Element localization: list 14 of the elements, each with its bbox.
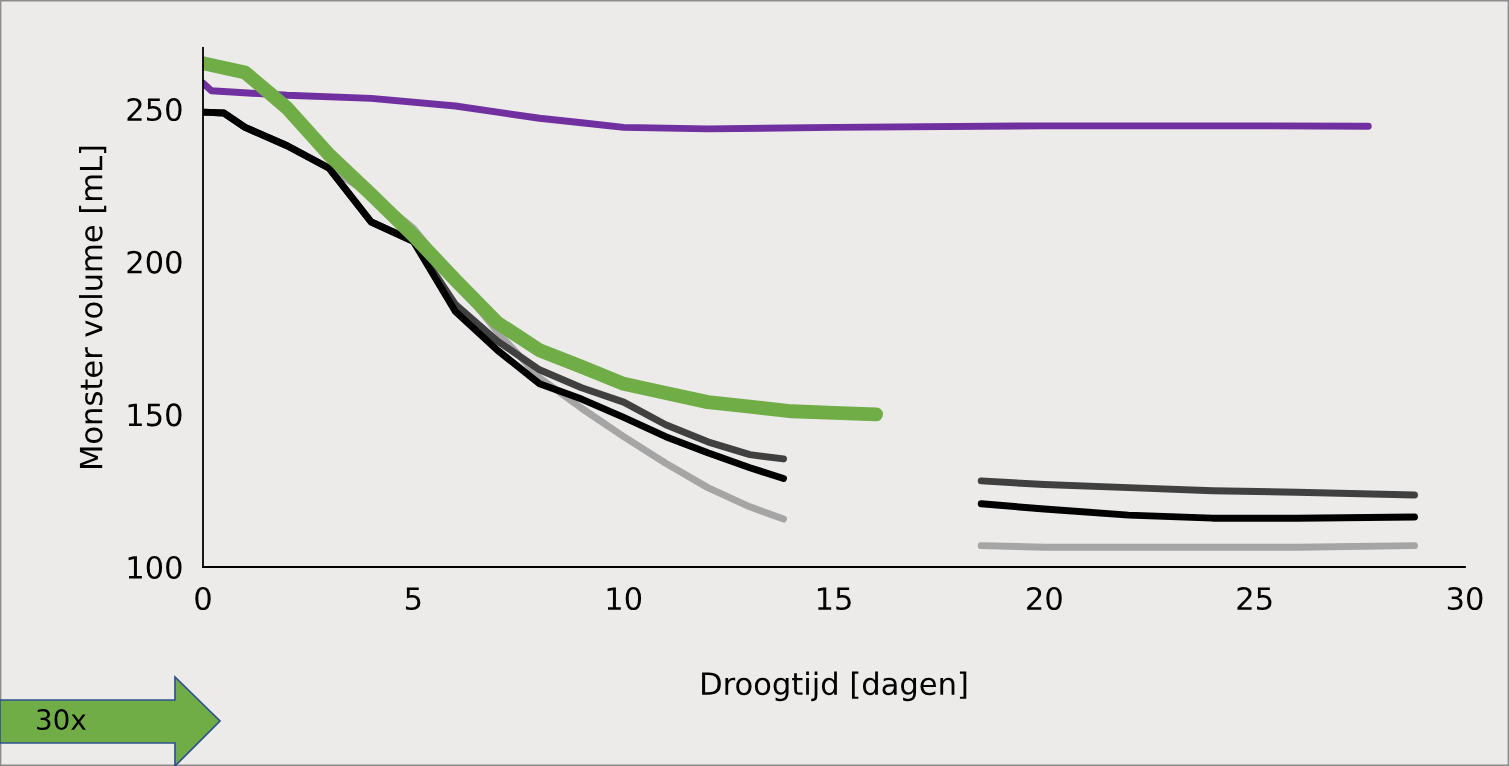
y-tick-label: 100: [128, 555, 182, 580]
y-tick-label: 150: [128, 403, 182, 427]
x-tick-label: 0: [195, 586, 211, 611]
y-tick-label: 200: [127, 250, 182, 274]
x-axis-title: Droogtijd [dagen]: [702, 671, 967, 702]
x-tick-label: 25: [1237, 586, 1272, 611]
text: 30x: [37, 709, 86, 731]
y-tick-label: 250: [127, 97, 182, 122]
x-tick-label: 30: [1447, 586, 1483, 611]
x-tick-label: 15: [817, 587, 851, 611]
x-tick-label: 5: [405, 587, 421, 611]
y-axis-title: Monster volume [mL]: [78, 146, 107, 468]
x-tick-label: 20: [1027, 586, 1062, 611]
x-tick-label: 10: [607, 586, 642, 611]
